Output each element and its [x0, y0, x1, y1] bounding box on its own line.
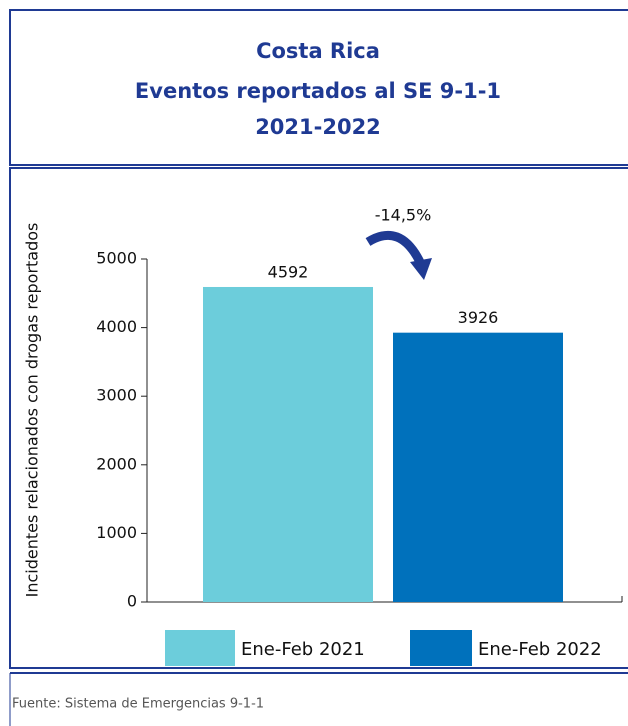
- legend-label: Ene-Feb 2021: [241, 639, 365, 660]
- y-tick-label: 0: [127, 592, 137, 611]
- y-axis-label: Incidentes relacionados con drogas repor…: [23, 223, 42, 598]
- chart-title: Costa Rica: [256, 39, 380, 63]
- y-tick-label: 1000: [96, 523, 137, 542]
- arrow: [365, 230, 425, 265]
- legend-label: Ene-Feb 2022: [478, 639, 602, 660]
- source: Fuente: Sistema de Emergencias 9-1-1: [12, 697, 264, 712]
- legend-swatch: [410, 630, 472, 666]
- bar: [393, 332, 563, 602]
- annotation: -14,5%: [375, 206, 432, 225]
- legend-swatch: [165, 630, 235, 666]
- chart-box: [9, 167, 628, 669]
- chart-title: 2021-2022: [255, 115, 381, 139]
- title-box: [9, 9, 628, 166]
- arrow-head: [410, 258, 432, 280]
- y-tick-label: 2000: [96, 454, 137, 473]
- y-tick-label: 4000: [96, 317, 137, 336]
- chart-title: Eventos reportados al SE 9-1-1: [135, 79, 501, 103]
- y-tick-label: 5000: [96, 249, 137, 268]
- data-label: 3926: [458, 308, 499, 327]
- y-tick-label: 3000: [96, 386, 137, 405]
- bar: [203, 286, 373, 602]
- data-label: 4592: [268, 262, 309, 281]
